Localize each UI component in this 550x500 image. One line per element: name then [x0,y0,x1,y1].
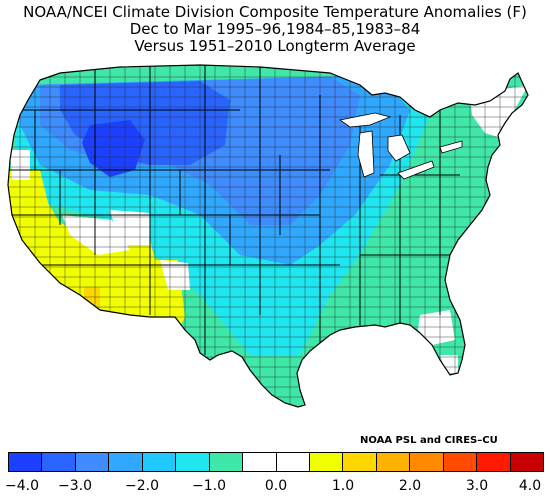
credit-label: NOAA PSL and CIRES–CU [360,435,498,446]
color-scale-swatch [176,453,210,471]
map-baseline: Versus 1951–2010 Longterm Average [134,37,416,55]
zone-anom-plus1-5 [84,287,100,310]
zone-neutral-nevada [62,215,130,255]
color-scale-ticks: −4.0 −3.0 −2.0 −1.0 0.0 1.0 2.0 3.0 4.0 [5,478,544,496]
lake-ontario [439,140,463,154]
color-scale-swatch [75,453,110,471]
color-scale-swatch [276,453,310,471]
color-scale-swatch [510,453,543,471]
color-scale-swatch [477,453,511,471]
great-lakes [339,112,463,180]
anomaly-fill-layer [8,65,528,407]
state-boundaries [8,65,460,355]
zone-neutral-southeast [418,310,455,345]
color-scale-bar [8,452,544,472]
lake-michigan [357,130,375,178]
color-scale-swatch [209,453,244,471]
color-scale-tick-label: 2.0 [398,478,422,494]
color-scale-swatch [109,453,143,471]
map-period: Dec to Mar 1995–96,1984–85,1983–84 [129,20,421,38]
lake-erie [397,160,435,180]
color-scale-swatch [42,453,76,471]
color-scale-tick-label: −4.0 [5,478,39,494]
color-scale-tick-label: 3.0 [465,478,489,494]
color-scale-tick-label: −2.0 [125,478,159,494]
us-anomaly-map [7,64,529,408]
lake-huron [387,134,411,162]
color-scale-swatch [343,453,377,471]
color-scale-swatch [410,453,444,471]
color-scale-swatch [443,453,478,471]
color-scale-tick-label: 1.0 [331,478,355,494]
color-scale-tick-label: 4.0 [518,478,542,494]
color-scale-tick-label: −3.0 [58,478,92,494]
map-title: NOAA/NCEI Climate Division Composite Tem… [23,3,527,21]
zone-anom-minus3-5 [82,120,145,177]
zone-neutral-nm [160,260,190,290]
color-scale-swatch [243,453,277,471]
color-scale-swatch [9,453,43,471]
color-scale-swatch [142,453,177,471]
color-scale-swatch [376,453,411,471]
lake-superior [339,112,392,128]
us-outline [7,64,529,408]
color-scale-tick-label: −1.0 [192,478,226,494]
color-scale-swatch [309,453,344,471]
color-scale-tick-label: 0.0 [264,478,288,494]
